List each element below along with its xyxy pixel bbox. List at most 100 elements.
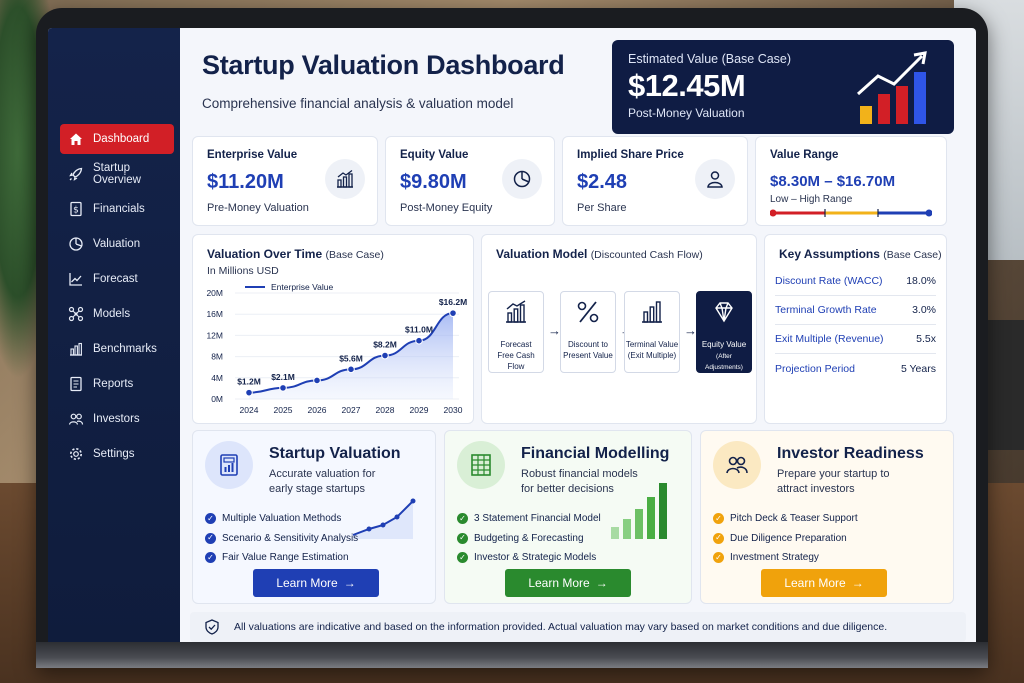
pie-chart-icon [502,159,542,199]
x-tick-label: 2029 [410,405,429,415]
sidebar-item-valuation[interactable]: Valuation [60,229,174,259]
service-financial-modelling: Financial Modelling Robust financial mod… [444,430,692,604]
screen: Dashboard Startup Overview $ Financials … [48,28,976,650]
estimated-value-sub: Post-Money Valuation [628,106,745,120]
growth-bars-art [611,483,667,539]
kpi-label: Enterprise Value [207,149,298,161]
learn-more-button[interactable]: Learn More → [761,569,887,597]
kpi-value: $8.30M – $16.70M [770,173,896,190]
sidebar-item-label: Models [93,308,131,320]
rocket-icon [68,166,84,182]
data-label: $16.2M [439,297,467,307]
columns-icon [642,301,662,323]
gear-icon [68,446,84,462]
kpi-sub: Post-Money Equity [400,202,493,214]
trend-line-art [352,498,416,539]
x-tick-label: 2026 [308,405,327,415]
chart-title: Valuation Over Time (Base Case) [207,247,384,261]
kpi-value: $2.48 [577,171,628,193]
growth-chart-icon [856,51,927,124]
data-point [415,336,423,345]
sidebar-item-investors[interactable]: Investors [60,404,174,434]
diamond-icon [715,302,733,323]
list-item: ✓ Budgeting & Forecasting [457,529,601,549]
sidebar: Dashboard Startup Overview $ Financials … [48,28,180,650]
list-item: ✓ Due Diligence Preparation [713,529,858,549]
learn-more-button[interactable]: Learn More → [505,569,631,597]
data-point [449,309,457,317]
sidebar-item-models[interactable]: Models [60,299,174,329]
list-item: ✓ Scenario & Sensitivity Analysis [205,529,358,549]
data-label: $2.1M [271,372,295,382]
spreadsheet-icon [457,441,505,489]
legend-label: Enterprise Value [271,282,333,292]
sidebar-item-label: Reports [93,378,134,390]
data-point [245,388,253,397]
sidebar-item-reports[interactable]: Reports [60,369,174,399]
page-subtitle: Comprehensive financial analysis & valua… [202,96,514,111]
x-tick-label: 2030 [444,405,463,415]
arrow-right-icon: → [595,576,608,590]
check-icon: ✓ [457,532,468,544]
assumptions-title: Key Assumptions (Base Case) [779,247,942,261]
arrow-right-icon: → [851,576,864,590]
data-label: $11.0M [405,325,433,335]
service-description: Prepare your startup to attract investors [777,468,890,495]
service-description: Robust financial models for better decisi… [521,468,638,495]
kpi-value: $11.20M [207,171,284,193]
arrow-right-icon: → [548,323,561,338]
trend-icon [68,271,84,287]
bar-chart-icon [325,159,365,199]
kpi-sub: Per Share [577,202,627,214]
kpi-sub: Low – High Range [770,194,853,205]
check-icon: ✓ [457,513,468,525]
check-icon: ✓ [205,532,216,544]
page-title: Startup Valuation Dashboard [202,50,565,80]
sidebar-item-forecast[interactable]: Forecast [60,264,174,294]
check-icon: ✓ [713,532,724,544]
check-icon: ✓ [713,513,724,525]
sidebar-item-label: Forecast [93,273,138,285]
data-point [347,365,355,374]
sidebar-item-benchmarks[interactable]: Benchmarks [60,334,174,364]
assumption-row: Exit Multiple (Revenue) 5.5x [775,325,936,354]
y-tick-label: 4M [211,373,223,383]
list-item: ✓ 3 Statement Financial Model [457,509,601,529]
estimated-value-label: Estimated Value (Base Case) [628,52,792,66]
shield-check-icon [205,619,219,635]
x-tick-label: 2025 [274,405,293,415]
percent-icon [577,301,599,323]
chart-area [249,313,453,399]
x-tick-label: 2024 [240,405,259,415]
arrow-right-icon: → [343,576,356,590]
x-tick-label: 2028 [376,405,395,415]
chart-subtitle: In Millions USD [207,265,279,277]
flow-step-forecast: Forecast Free Cash Flow [488,291,544,373]
report-icon [68,376,84,392]
kpi-label: Value Range [770,149,839,161]
sidebar-item-settings[interactable]: Settings [60,439,174,469]
dollar-doc-icon: $ [68,201,84,217]
range-slider [770,209,932,217]
sidebar-item-dashboard[interactable]: Dashboard [60,124,174,154]
learn-more-button[interactable]: Learn More → [253,569,379,597]
valuation-chart-panel: Valuation Over Time (Base Case) In Milli… [192,234,474,424]
report-chart-icon [205,441,253,489]
check-icon: ✓ [205,513,216,525]
assumption-row: Discount Rate (WACC) 18.0% [775,267,936,296]
sidebar-item-label: Benchmarks [93,343,157,355]
service-feature-list: ✓ Pitch Deck & Teaser Support ✓ Due Dilige… [713,509,858,568]
service-title: Financial Modelling [521,445,670,462]
key-assumptions-panel: Key Assumptions (Base Case) Discount Rat… [764,234,947,424]
data-label: $8.2M [373,340,397,350]
list-item: ✓ Fair Value Range Estimation [205,548,358,568]
network-icon [68,306,84,322]
y-tick-label: 20M [206,288,223,298]
sidebar-item-label: Investors [93,413,140,425]
sidebar-item-startup-overview[interactable]: Startup Overview [60,159,174,189]
sidebar-item-financials[interactable]: $ Financials [60,194,174,224]
kpi-value-range: Value Range $8.30M – $16.70M Low – High … [755,136,947,226]
sidebar-item-label: Financials [93,203,145,215]
service-investor-readiness: Investor Readiness Prepare your startup … [700,430,954,604]
kpi-implied-share-price: Implied Share Price $2.48 Per Share [562,136,748,226]
